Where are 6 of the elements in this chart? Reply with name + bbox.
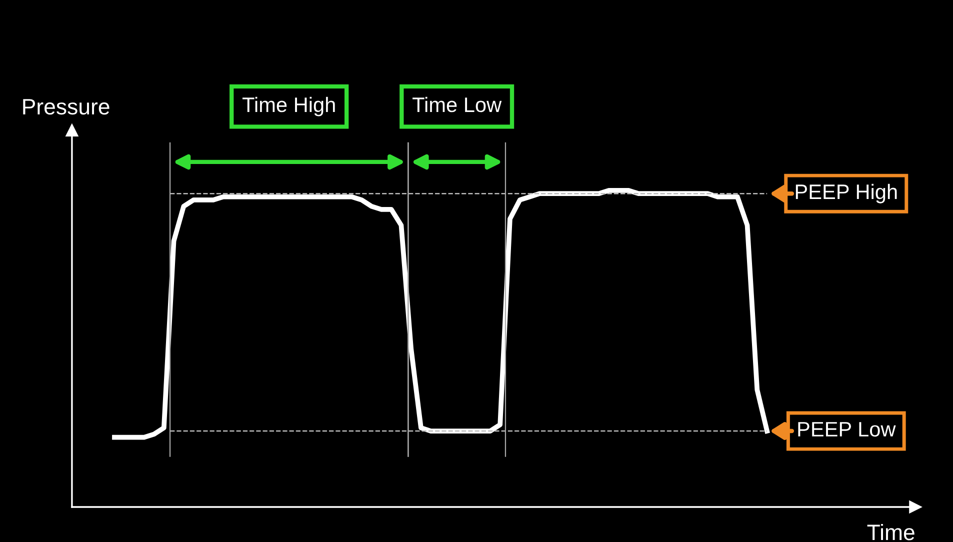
ref-line-label: PEEP High [796, 184, 897, 204]
ref-line-label: PEEP Low [798, 422, 896, 437]
text: Time High [242, 96, 335, 116]
text: Time Low [412, 96, 502, 112]
y-axis-title: Pressure [23, 99, 110, 115]
x-axis-title: Time [867, 524, 914, 540]
